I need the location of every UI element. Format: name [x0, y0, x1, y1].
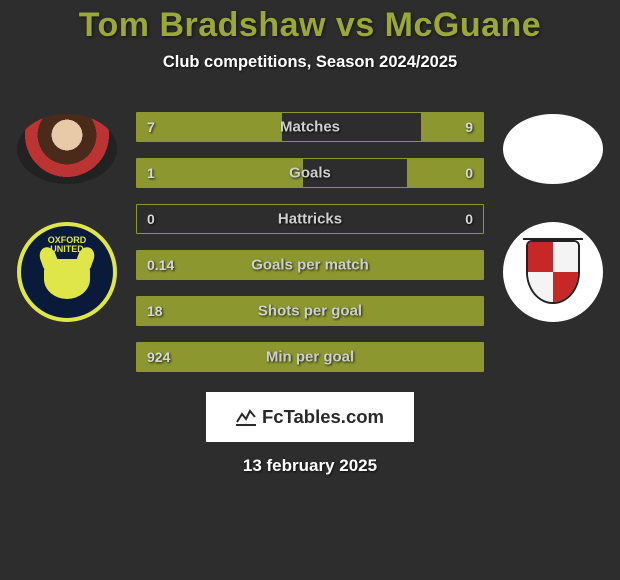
stat-row: 7 9 Matches	[136, 112, 484, 142]
stat-row: 1 0 Goals	[136, 158, 484, 188]
stat-left-value: 0.14	[147, 257, 174, 273]
stat-label: Goals	[289, 165, 331, 182]
bar-right-fill	[421, 113, 483, 141]
page-title: Tom Bradshaw vs McGuane	[0, 6, 620, 45]
stat-left-value: 7	[147, 119, 155, 135]
brand-text: FcTables.com	[262, 406, 384, 428]
stat-label: Matches	[280, 119, 340, 136]
stat-label: Goals per match	[251, 257, 369, 274]
stat-row: 0.14 Goals per match	[136, 250, 484, 280]
right-column	[502, 106, 604, 322]
crest-icon	[526, 240, 580, 304]
bar-left-fill	[137, 159, 303, 187]
stat-label: Min per goal	[266, 349, 354, 366]
ox-head-icon	[44, 259, 90, 299]
player-left-club-badge: OXFORDUNITED	[17, 222, 117, 322]
player-right-avatar	[503, 114, 603, 184]
stat-left-value: 0	[147, 211, 155, 227]
brand-logo-icon	[236, 408, 256, 426]
date-text: 13 february 2025	[0, 456, 620, 476]
comparison-card: Tom Bradshaw vs McGuane Club competition…	[0, 0, 620, 580]
player-right-club-badge	[503, 222, 603, 322]
stat-row: 924 Min per goal	[136, 342, 484, 372]
stat-right-value: 9	[465, 119, 473, 135]
stat-left-value: 924	[147, 349, 170, 365]
stat-left-value: 18	[147, 303, 163, 319]
bar-left-fill	[137, 113, 282, 141]
stat-row: 0 0 Hattricks	[136, 204, 484, 234]
stat-right-value: 0	[465, 165, 473, 181]
brand-badge: FcTables.com	[206, 392, 414, 442]
stat-right-value: 0	[465, 211, 473, 227]
left-column: OXFORDUNITED	[16, 106, 118, 322]
stat-label: Hattricks	[278, 211, 342, 228]
stat-label: Shots per goal	[258, 303, 362, 320]
player-left-avatar	[17, 114, 117, 184]
subtitle: Club competitions, Season 2024/2025	[0, 53, 620, 72]
content-row: OXFORDUNITED 7 9 Matches 1 0 Goals 0 0 Hattricks…	[0, 106, 620, 372]
stat-bars: 7 9 Matches 1 0 Goals 0 0 Hattricks 0.14 Goals per…	[136, 106, 484, 372]
stat-row: 18 Shots per goal	[136, 296, 484, 326]
stat-left-value: 1	[147, 165, 155, 181]
